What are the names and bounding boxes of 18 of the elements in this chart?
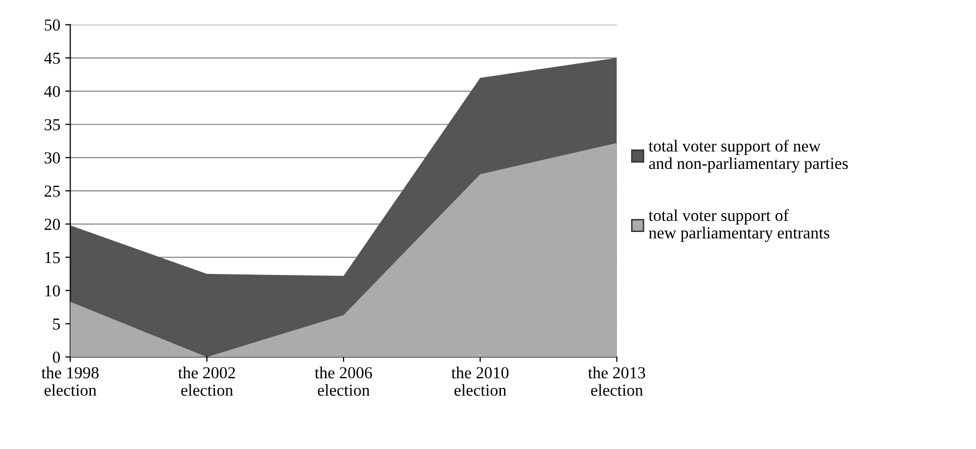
y-tick-label: 20: [44, 218, 60, 230]
legend-label: total voter support of new parliamentary entrants: [648, 209, 830, 242]
x-tick-label: the 2013 election: [588, 366, 646, 396]
legend-label: total voter support of new and non-parliamentary parties: [648, 140, 848, 172]
x-tick-label: the 2002 election: [178, 366, 235, 396]
x-tick-label: the 1998 election: [42, 366, 99, 396]
y-tick-label: 10: [45, 285, 60, 296]
y-tick-label: 25: [44, 186, 60, 197]
y-tick-label: 15: [45, 252, 60, 264]
y-tick-label: 35: [44, 119, 60, 130]
y-tick-label: 30: [44, 152, 60, 164]
y-tick-label: 0: [52, 352, 60, 363]
x-tick-label: the 2010 election: [451, 366, 508, 396]
y-tick-label: 50: [44, 19, 60, 31]
y-tick-label: 5: [53, 318, 60, 330]
x-tick-label: the 2006 election: [314, 366, 372, 396]
y-tick-label: 40: [44, 86, 60, 98]
y-tick-label: 45: [44, 52, 60, 64]
